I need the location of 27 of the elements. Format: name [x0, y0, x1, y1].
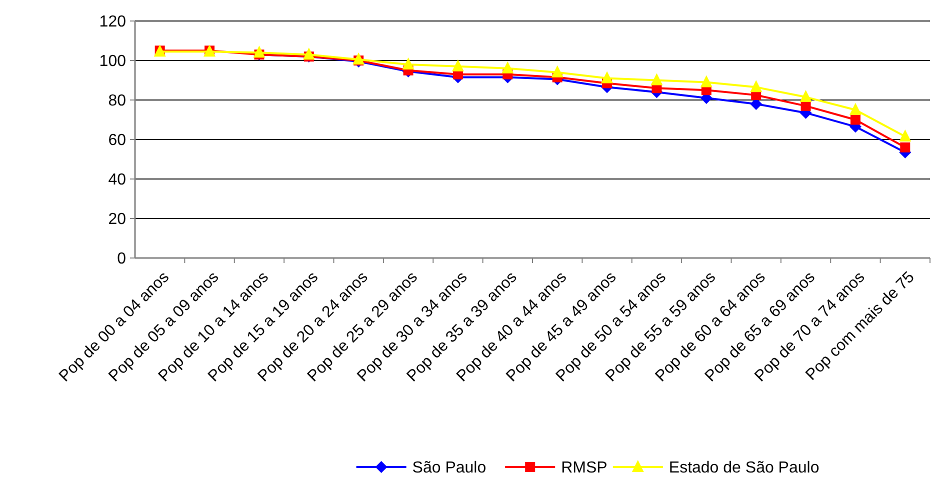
point [800, 90, 812, 102]
y-tick-label: 20 [108, 211, 126, 228]
y-tick-label: 80 [108, 92, 126, 110]
point [502, 61, 514, 74]
point [900, 142, 910, 152]
y-tick-label: 60 [108, 132, 126, 150]
point [850, 114, 860, 125]
point [551, 65, 564, 78]
point [253, 46, 266, 58]
point [352, 52, 365, 65]
point [899, 130, 912, 142]
point [849, 102, 862, 115]
y-tick-label: 120 [99, 14, 126, 31]
y-tick-label: 0 [117, 250, 126, 268]
point [452, 59, 464, 72]
point [302, 48, 315, 60]
point [800, 100, 811, 111]
point [650, 73, 663, 86]
point [601, 71, 614, 84]
legend-label: RMSP [561, 460, 608, 477]
y-tick-label: 40 [108, 172, 126, 189]
y-tick-label: 100 [99, 53, 126, 70]
point [700, 75, 712, 88]
legend-label: Estado de São Paulo [668, 460, 820, 477]
point [402, 57, 414, 70]
point [750, 80, 762, 92]
legend-label: São Paulo [412, 460, 486, 477]
